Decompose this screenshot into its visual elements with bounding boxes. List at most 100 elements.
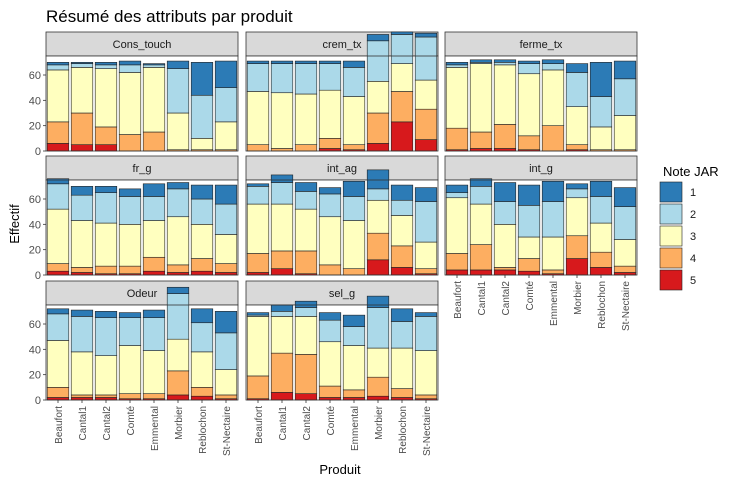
y-tick-label: 20 (29, 245, 41, 257)
bar-segment-cantal1-note-1 (270, 174, 294, 183)
bar-segment-reblochon-note-1 (390, 184, 414, 201)
bar-segment-cantal2-note-1 (294, 182, 318, 192)
bar-segment-morbier-note-5 (166, 394, 190, 401)
bar-segment-emmental-note-2 (342, 326, 366, 346)
bar-segment-comt-note-4 (318, 138, 342, 149)
bar-segment-morbier-note-5 (366, 395, 390, 401)
y-tick-label: 60 (29, 70, 41, 82)
x-tick-label-comt: Comté (525, 281, 536, 311)
bar-segment-st-nectaire-note-1 (214, 184, 238, 205)
bar-segment-comt-note-2 (517, 63, 541, 75)
panel-border (45, 304, 239, 401)
bar-segment-comt-note-2 (318, 193, 342, 218)
bar-segment-beaufort-note-3 (246, 91, 270, 145)
x-tick-label-cantal2: Cantal2 (302, 406, 313, 441)
bar-segment-comt-note-4 (517, 258, 541, 272)
bar-segment-cantal1-note-1 (270, 60, 294, 64)
bar-segment-morbier-note-3 (366, 347, 390, 378)
bar-segment-st-nectaire-note-2 (214, 332, 238, 370)
bar-segment-morbier-note-4 (366, 112, 390, 144)
bar-segment-reblochon-note-2 (589, 196, 613, 224)
bar-segment-st-nectaire-note-3 (214, 234, 238, 264)
facet-label: fr_g (133, 163, 152, 175)
bar-segment-morbier-note-4 (565, 144, 589, 151)
bar-segment-morbier-note-3 (166, 338, 190, 372)
bar-segment-cantal2-note-2 (493, 201, 517, 225)
bar-segment-morbier-note-4 (565, 235, 589, 259)
bar-segment-comt-note-2 (118, 64, 142, 73)
bar-segment-cantal2-note-5 (493, 269, 517, 276)
panel-border (245, 179, 439, 276)
bar-segment-cantal1-note-3 (469, 63, 493, 133)
x-tick-label-comt: Comté (126, 406, 137, 436)
x-tick-label-cantal1: Cantal1 (477, 281, 488, 316)
panel-int-g: int_g Beaufort Cantal1 Cantal2 Comté Emmental… (444, 155, 638, 331)
bar-segment-st-nectaire-note-2 (414, 36, 438, 81)
bar-segment-beaufort-note-1 (246, 60, 270, 64)
bar-segment-st-nectaire-note-1 (613, 187, 637, 207)
bar-segment-emmental-note-2 (142, 64, 166, 68)
x-tick-label-beaufort: Beaufort (453, 281, 464, 319)
bar-segment-beaufort-note-3 (46, 340, 70, 388)
bar-segment-st-nectaire-note-1 (414, 32, 438, 38)
bar-segment-cantal2-note-4 (94, 265, 118, 275)
bar-segment-morbier-note-3 (366, 199, 390, 234)
bar-segment-cantal1-note-5 (270, 268, 294, 276)
x-tick-label-st-nectaire: St-Nectaire (621, 281, 632, 331)
bar-segment-beaufort-note-2 (46, 183, 70, 210)
bar-segment-cantal1-note-4 (469, 131, 493, 149)
bar-segment-comt-note-1 (517, 184, 541, 206)
bar-segment-reblochon-note-1 (190, 184, 214, 200)
bar-segment-beaufort-note-5 (445, 269, 469, 276)
bar-segment-reblochon-note-3 (390, 63, 414, 92)
bar-segment-morbier-note-1 (366, 169, 390, 190)
bar-segment-st-nectaire-note-1 (613, 60, 637, 80)
bar-segment-emmental-note-1 (342, 60, 366, 68)
bar-segment-st-nectaire-note-2 (414, 316, 438, 351)
y-axis-label: Effectif (7, 204, 22, 244)
bar-segment-cantal2-note-4 (94, 126, 118, 145)
bar-segment-cantal1-note-1 (469, 59, 493, 63)
bar-segment-st-nectaire-note-1 (414, 187, 438, 202)
bar-segment-beaufort-note-2 (445, 192, 469, 199)
bar-segment-comt-note-4 (118, 134, 142, 152)
bar-segment-emmental-note-2 (142, 196, 166, 221)
bar-segment-beaufort-note-2 (246, 63, 270, 92)
facet-label: int_g (529, 163, 553, 175)
bar-segment-emmental-note-1 (142, 309, 166, 318)
bar-segment-morbier-note-2 (166, 68, 190, 114)
bar-segment-emmental-note-2 (541, 201, 565, 238)
bar-segment-beaufort-note-3 (246, 316, 270, 377)
bar-segment-cantal2-note-2 (294, 307, 318, 317)
bar-segment-morbier-note-2 (565, 72, 589, 107)
bar-segment-reblochon-note-5 (190, 270, 214, 276)
bar-segment-beaufort-note-1 (246, 183, 270, 187)
bar-segment-st-nectaire-note-3 (613, 115, 637, 151)
bar-segment-morbier-note-2 (565, 188, 589, 199)
bar-segment-morbier-note-3 (565, 197, 589, 237)
facet-strip (45, 31, 239, 57)
bar-segment-cantal1-note-2 (70, 194, 94, 221)
bar-segment-cantal2-note-2 (94, 192, 118, 224)
panel-border (45, 179, 239, 276)
y-tick-label: 20 (29, 370, 41, 382)
bar-segment-beaufort-note-4 (246, 375, 270, 400)
bar-segment-emmental-note-4 (342, 144, 366, 151)
bar-segment-beaufort-note-4 (46, 387, 70, 398)
bar-segment-st-nectaire-note-1 (214, 311, 238, 334)
bar-segment-comt-note-4 (118, 265, 142, 275)
bar-segment-cantal2-note-3 (294, 93, 318, 145)
bar-segment-beaufort-note-4 (445, 253, 469, 271)
bar-segment-reblochon-note-3 (589, 222, 613, 253)
legend-key-2 (659, 203, 683, 225)
bar-segment-comt-note-4 (318, 264, 342, 276)
legend-key-5 (659, 269, 683, 291)
bar-segment-emmental-note-4 (541, 269, 565, 275)
bar-segment-emmental-note-5 (142, 270, 166, 276)
bar-segment-comt-note-4 (517, 135, 541, 151)
bar-segment-st-nectaire-note-3 (414, 350, 438, 396)
bar-segment-comt-note-3 (318, 341, 342, 387)
bar-segment-morbier-note-1 (166, 60, 190, 69)
bar-segment-reblochon-note-3 (390, 215, 414, 247)
bar-segment-cantal2-note-1 (294, 60, 318, 64)
